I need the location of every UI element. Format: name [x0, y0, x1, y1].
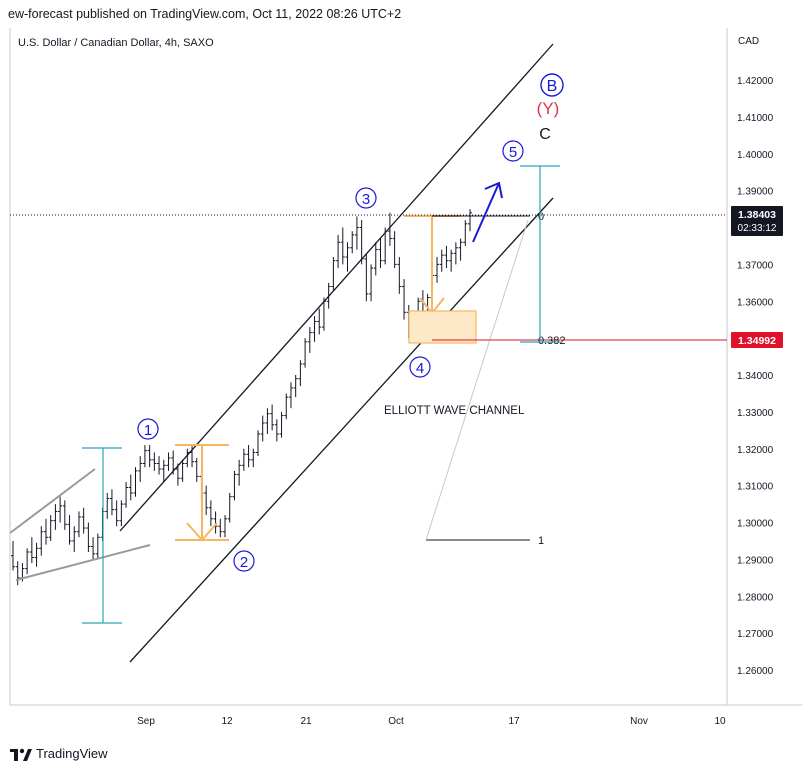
wave-label-3: 3: [355, 187, 377, 209]
header-bar: ew-forecast published on TradingView.com…: [0, 0, 802, 28]
measure-left: [82, 447, 122, 624]
channel-upper-line: [119, 43, 554, 532]
wedge-lower-line: [15, 544, 151, 581]
last-price-tag: 1.38403 02:33:12: [731, 206, 783, 236]
measure-wave2: [175, 444, 229, 542]
currency-label: CAD: [738, 36, 759, 47]
time-tick-label: Sep: [137, 716, 155, 727]
footer: TradingView: [0, 740, 802, 770]
time-axis[interactable]: Sep 12 21 Oct 17 Nov 10: [137, 716, 726, 727]
level-price-tag: 1.34992: [731, 332, 783, 348]
projection-arrow: [472, 181, 503, 243]
wave-1-text: 1: [144, 422, 152, 439]
degree-y-text: (Y): [537, 99, 560, 118]
channel-annotation: ELLIOTT WAVE CHANNEL: [384, 405, 525, 417]
symbol-title: U.S. Dollar / Canadian Dollar, 4h, SAXO: [18, 37, 214, 49]
measure-right: [520, 165, 560, 343]
price-tick-label: 1.32000: [737, 445, 774, 456]
target-box: [408, 310, 477, 344]
price-axis[interactable]: 1.26000 1.27000 1.28000 1.29000 1.30000 1.310…: [737, 76, 774, 677]
published-text: ew-forecast published on TradingView.com…: [8, 7, 402, 21]
degree-label-b: B: [540, 73, 564, 97]
price-tick-label: 1.37000: [737, 260, 774, 271]
fib-trend-line: [425, 219, 529, 541]
wave-label-2: 2: [233, 550, 255, 572]
wave-3-text: 3: [362, 191, 370, 208]
time-tick-label: Nov: [630, 716, 648, 727]
channel-lower-line: [129, 197, 554, 663]
price-tick-label: 1.29000: [737, 555, 774, 566]
wave-5-text: 5: [509, 144, 517, 161]
price-tick-label: 1.27000: [737, 629, 774, 640]
price-tick-label: 1.39000: [737, 187, 774, 198]
chart-svg[interactable]: U.S. Dollar / Canadian Dollar, 4h, SAXO …: [0, 28, 802, 740]
wave-label-4: 4: [409, 356, 431, 378]
price-tick-label: 1.28000: [737, 592, 774, 603]
degree-c-text: C: [539, 126, 551, 143]
countdown-value: 02:33:12: [738, 223, 777, 234]
price-tick-label: 1.36000: [737, 297, 774, 308]
price-tick-label: 1.40000: [737, 150, 774, 161]
price-tick-label: 1.41000: [737, 113, 774, 124]
candles-group: [11, 209, 472, 586]
price-tick-label: 1.34000: [737, 371, 774, 382]
price-tick-label: 1.42000: [737, 76, 774, 87]
wave-label-1: 1: [137, 418, 159, 440]
time-tick-label: 12: [221, 716, 233, 727]
level-price-value: 1.34992: [738, 335, 776, 347]
price-tick-label: 1.26000: [737, 666, 774, 677]
fib-382-label: 0.382: [538, 335, 566, 347]
tradingview-logo-icon: [10, 748, 32, 761]
degree-b-text: B: [547, 78, 558, 95]
tradingview-logo[interactable]: TradingView: [10, 746, 108, 761]
wave-2-text: 2: [240, 554, 248, 571]
wave-4-text: 4: [416, 360, 424, 377]
price-tick-label: 1.33000: [737, 408, 774, 419]
wedge-upper-line: [9, 468, 96, 534]
price-tick-label: 1.31000: [737, 482, 774, 493]
fib-0-label: 0: [538, 211, 544, 223]
fib-1-label: 1: [538, 535, 544, 547]
wave-label-5: 5: [502, 140, 524, 162]
tradingview-brand: TradingView: [36, 746, 108, 761]
chart-area[interactable]: U.S. Dollar / Canadian Dollar, 4h, SAXO …: [0, 28, 802, 740]
last-price-value: 1.38403: [738, 209, 776, 221]
time-tick-label: 17: [508, 716, 520, 727]
price-tick-label: 1.30000: [737, 519, 774, 530]
time-tick-label: Oct: [388, 716, 404, 727]
time-tick-label: 21: [300, 716, 312, 727]
time-tick-label: 10: [714, 716, 726, 727]
